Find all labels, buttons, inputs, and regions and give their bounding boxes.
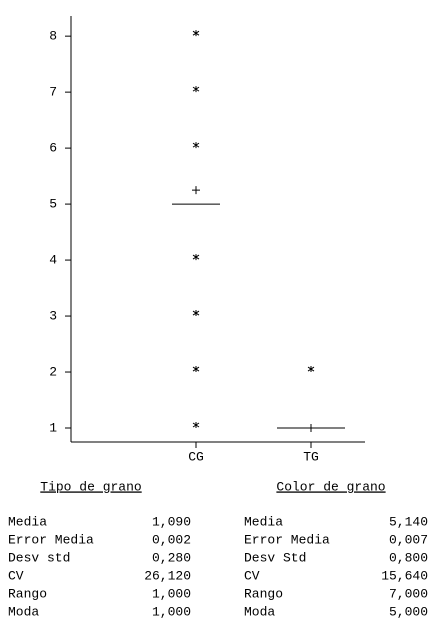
- row-value: 0,800: [389, 550, 428, 565]
- outlier: [192, 310, 200, 317]
- row-value: 1,000: [152, 604, 191, 619]
- row-label: Media: [244, 514, 283, 529]
- row-label: Desv Std: [244, 550, 306, 565]
- y-tick-label: 2: [49, 364, 57, 379]
- x-tick-label: CG: [188, 449, 204, 464]
- row-value: 7,000: [389, 586, 428, 601]
- outlier: [192, 142, 200, 149]
- mean-marker: [307, 424, 315, 433]
- y-tick-label: 6: [49, 141, 57, 156]
- y-tick-label: 3: [49, 308, 57, 323]
- row-label: Error Media: [8, 532, 94, 547]
- row-label: Desv std: [8, 550, 70, 565]
- row-value: 0,007: [389, 532, 428, 547]
- outlier: [192, 30, 200, 37]
- y-tick-label: 8: [49, 29, 57, 44]
- row-label: Moda: [8, 604, 39, 619]
- row-value: 1,090: [152, 514, 191, 529]
- row-label: Moda: [244, 604, 275, 619]
- outlier: [192, 86, 200, 93]
- y-tick-label: 7: [49, 85, 57, 100]
- row-value: 1,000: [152, 586, 191, 601]
- y-tick-label: 1: [49, 420, 57, 435]
- x-tick-label: TG: [303, 449, 319, 464]
- outlier: [192, 422, 200, 429]
- outlier: [192, 366, 200, 373]
- outlier: [192, 254, 200, 261]
- row-label: Error Media: [244, 532, 330, 547]
- row-value: 0,002: [152, 532, 191, 547]
- outlier: [307, 366, 315, 373]
- row-value: 26,120: [144, 568, 191, 583]
- row-value: 5,140: [389, 514, 428, 529]
- row-value: 0,280: [152, 550, 191, 565]
- row-value: 5,000: [389, 604, 428, 619]
- table-title: Tipo de grano: [40, 479, 141, 494]
- y-tick-label: 4: [49, 253, 57, 268]
- row-label: Rango: [244, 586, 283, 601]
- mean-marker: [192, 186, 200, 195]
- row-label: Media: [8, 514, 47, 529]
- row-label: Rango: [8, 586, 47, 601]
- table-title: Color de grano: [276, 479, 385, 494]
- row-label: CV: [8, 568, 24, 583]
- row-label: CV: [244, 568, 260, 583]
- row-value: 15,640: [381, 568, 428, 583]
- y-tick-label: 5: [49, 197, 57, 212]
